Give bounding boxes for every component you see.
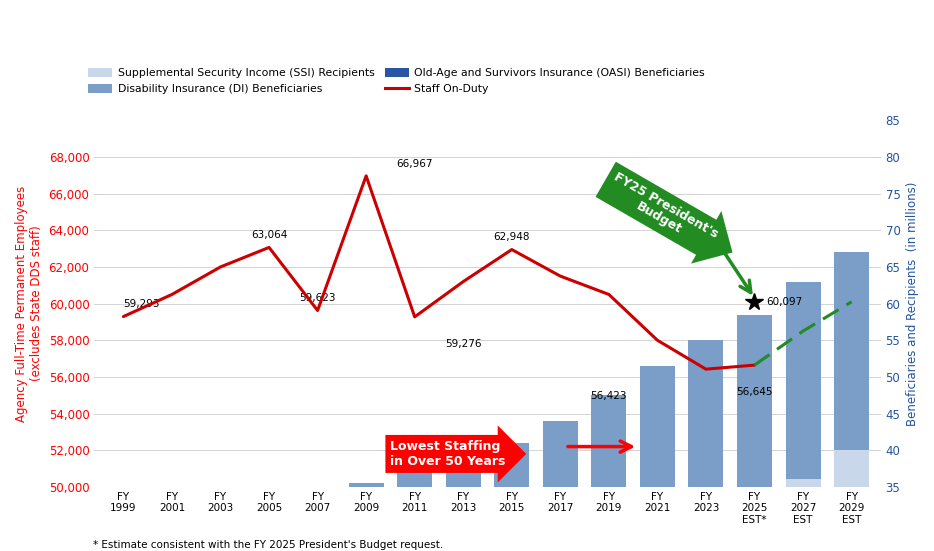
Bar (300, 498, 335, 551)
Bar (785, 282, 820, 487)
Text: 59,623: 59,623 (299, 293, 336, 303)
Bar (154, 534, 190, 551)
Text: FY25 President's
Budget: FY25 President's Budget (604, 170, 720, 253)
Text: 62,948: 62,948 (493, 232, 530, 242)
Bar (203, 523, 238, 551)
Bar (737, 315, 772, 510)
Text: 66,967: 66,967 (396, 159, 433, 169)
Bar (688, 534, 724, 551)
Bar (397, 472, 432, 551)
Bar (397, 472, 432, 487)
Bar (785, 479, 820, 551)
Text: 59,293: 59,293 (123, 299, 160, 309)
Text: 56,423: 56,423 (590, 391, 627, 401)
Bar (300, 487, 335, 498)
Bar (640, 366, 675, 551)
Bar (737, 315, 772, 487)
Text: * Estimate consistent with the FY 2025 President's Budget request.: * Estimate consistent with the FY 2025 P… (93, 540, 444, 550)
Bar (834, 252, 869, 450)
Bar (494, 443, 530, 551)
Text: 60,097: 60,097 (767, 297, 803, 307)
Bar (494, 443, 530, 487)
Bar (446, 461, 481, 487)
Y-axis label: Agency Full-Time Permanent Employees
(excludes State DDS staff): Agency Full-Time Permanent Employees (ex… (15, 186, 43, 422)
Bar (785, 282, 820, 479)
Bar (203, 487, 238, 523)
Bar (106, 487, 141, 545)
Text: 59,276: 59,276 (445, 339, 482, 349)
Text: 56,645: 56,645 (736, 387, 772, 397)
Bar (543, 421, 578, 551)
Bar (348, 483, 384, 487)
Text: 63,064: 63,064 (251, 230, 288, 240)
Bar (688, 341, 724, 487)
Text: Lowest Staffing
in Over 50 Years: Lowest Staffing in Over 50 Years (390, 440, 506, 468)
Bar (543, 421, 578, 487)
Bar (348, 483, 384, 551)
Bar (688, 341, 724, 534)
Bar (834, 252, 869, 487)
Bar (251, 512, 287, 551)
Legend: Supplemental Security Income (SSI) Recipients, Disability Insurance (DI) Benefic: Supplemental Security Income (SSI) Recip… (84, 63, 709, 99)
Bar (737, 510, 772, 551)
Bar (251, 487, 287, 512)
Y-axis label: Beneficiaries and Recipients  (in millions): Beneficiaries and Recipients (in million… (906, 181, 919, 426)
Bar (640, 366, 675, 487)
Bar (591, 395, 627, 487)
Bar (154, 487, 190, 534)
Bar (591, 395, 627, 551)
Bar (106, 545, 141, 551)
Bar (446, 461, 481, 551)
Bar (834, 450, 869, 551)
